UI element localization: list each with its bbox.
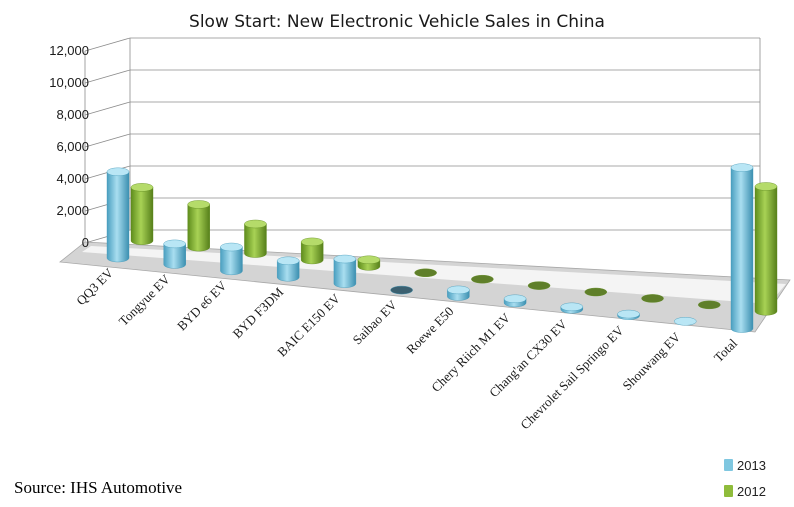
side-gridline (84, 69, 131, 84)
bar-2012-2 (244, 219, 267, 258)
bar-2012-1-top (187, 200, 210, 209)
bar-2012-4-top (357, 255, 381, 264)
bar-2012-5 (414, 268, 437, 277)
bar-2013-6-top (447, 285, 470, 295)
grid-layer (84, 37, 761, 244)
bar-2012-2-top (244, 219, 267, 229)
y-tick-label: 6,000 (56, 139, 89, 154)
bar-2013-3-body (276, 260, 300, 282)
category-label: BAIC E150 EV (274, 290, 343, 359)
category-label: Shouwang EV (619, 329, 683, 393)
bar-2013-3-top (276, 256, 300, 266)
legend-label-2013: 2013 (737, 457, 766, 473)
bar-2013-0 (106, 167, 130, 263)
bar-2013-10-top (674, 317, 697, 326)
category-label: Chevrolet Sail Springo EV (517, 322, 627, 432)
bars-layer (106, 163, 778, 333)
y-tick-label: 8,000 (56, 107, 89, 122)
chart-title: Slow Start: New Electronic Vehicle Sales… (189, 12, 605, 32)
category-label: Roewe E50 (403, 304, 456, 357)
bar-2013-1-top (163, 239, 186, 249)
bar-2012-0 (130, 183, 154, 245)
bar-2013-2-body (220, 246, 243, 275)
category-label: Tongyue EV (116, 271, 174, 329)
legend-label-2012: 2012 (737, 483, 766, 499)
y-tick-label: 0 (82, 235, 89, 250)
category-label: BYD e6 EV (174, 277, 230, 333)
bar-2013-7 (503, 294, 527, 308)
bar-2013-10 (674, 317, 697, 326)
bar-2013-5 (390, 285, 413, 295)
bar-2013-6 (447, 285, 470, 301)
bar-2013-8-top (560, 302, 584, 312)
bar-2013-8 (560, 302, 584, 314)
bar-2013-4-body (333, 258, 357, 288)
bar-2012-4 (357, 255, 381, 271)
bar-2012-3-body (300, 241, 324, 265)
y-tick-label: 4,000 (56, 171, 89, 186)
side-gridline (84, 37, 131, 52)
bar-2012-2-body (244, 223, 267, 258)
legend-swatch-2013 (724, 459, 733, 471)
bar-2013-7-top (503, 294, 527, 303)
bar-2012-6-top (471, 274, 494, 284)
bar-2012-11 (754, 182, 778, 316)
y-tick-layer: 0 2,000 4,000 6,000 8,000 10,000 12,000 (49, 43, 89, 250)
bar-2012-3-top (300, 237, 324, 247)
bar-2013-11 (730, 163, 754, 333)
bar-2013-0-body (106, 171, 130, 263)
bar-2013-0-top (106, 167, 130, 177)
bar-2012-9-top (641, 294, 664, 303)
category-label: Total (711, 335, 741, 365)
bar-2012-5-top (414, 268, 437, 277)
bar-2013-11-top (730, 163, 754, 172)
y-tick-label: 2,000 (56, 203, 89, 218)
side-gridline (84, 101, 131, 116)
bar-2013-3 (276, 256, 300, 282)
bar-2012-0-top (130, 183, 154, 192)
y-tick-label: 12,000 (49, 43, 89, 58)
bar-2012-3 (300, 237, 324, 265)
bar-2012-11-top (754, 182, 778, 191)
bar-2012-1-body (187, 204, 210, 252)
bar-2013-2 (220, 242, 243, 275)
side-gridline (84, 133, 131, 148)
source-note: Source: IHS Automotive (14, 478, 183, 497)
bar-2012-1 (187, 200, 210, 252)
bar-2012-7-top (527, 281, 551, 290)
category-label: QQ3 EV (73, 265, 116, 308)
bar-2012-9 (641, 294, 664, 303)
bar-2012-7 (527, 281, 551, 290)
bar-2013-4-top (333, 254, 357, 264)
bar-2012-10-top (698, 300, 721, 310)
y-tick-label: 10,000 (49, 75, 89, 90)
legend: 2013 2012 (724, 452, 766, 504)
legend-item-2013: 2013 (724, 452, 766, 478)
bar-2012-0-body (130, 187, 154, 245)
bar-2013-2-top (220, 242, 243, 252)
bar-2013-1-body (163, 243, 186, 269)
bar-2013-9 (617, 309, 640, 320)
bar-2012-11-body (754, 186, 778, 316)
category-label: Saibao EV (350, 297, 401, 348)
bar-2012-6 (471, 274, 494, 284)
bar-2013-11-body (730, 167, 754, 333)
bar-2013-4 (333, 254, 357, 288)
bar-2012-10 (698, 300, 721, 310)
legend-swatch-2012 (724, 485, 733, 497)
bar-2013-9-top (617, 309, 640, 319)
legend-item-2012: 2012 (724, 478, 766, 504)
bar-2012-8 (584, 287, 608, 297)
bar-2013-5-top (390, 285, 413, 295)
bar-2013-1 (163, 239, 186, 269)
category-label: BYD F3DM (229, 284, 286, 341)
bar-2012-8-top (584, 287, 608, 297)
